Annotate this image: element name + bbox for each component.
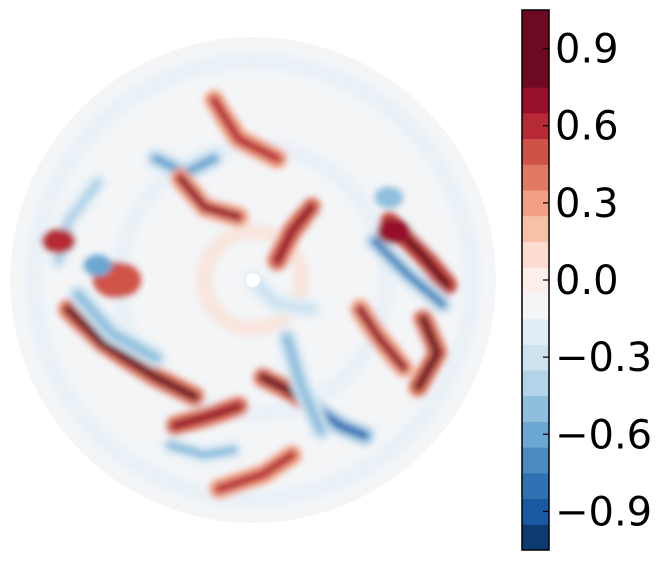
field-streak bbox=[63, 304, 200, 402]
field-ring bbox=[26, 53, 480, 507]
field-blob bbox=[82, 254, 113, 277]
colorbar-band bbox=[522, 61, 549, 88]
colorbar-band bbox=[522, 472, 549, 500]
field-blob bbox=[374, 186, 404, 209]
field-streak bbox=[413, 314, 443, 392]
colorbar-band bbox=[522, 164, 549, 191]
field-streak bbox=[248, 275, 316, 314]
field-features bbox=[26, 53, 480, 507]
colorbar-band bbox=[522, 241, 549, 268]
field-streak bbox=[175, 173, 243, 222]
colorbar-tick-label: 0.9 bbox=[555, 27, 619, 73]
colorbar-band bbox=[522, 215, 549, 242]
colorbar-band bbox=[522, 395, 549, 422]
colorbar-band bbox=[522, 10, 549, 37]
colorbar-tick-label: −0.9 bbox=[555, 489, 652, 535]
colorbar-tick-label: −0.3 bbox=[555, 335, 652, 381]
field-streak bbox=[355, 304, 409, 372]
field-streak bbox=[73, 290, 161, 363]
field-blob bbox=[376, 218, 411, 245]
field-blob bbox=[41, 228, 76, 254]
field-ring bbox=[152, 179, 354, 381]
field-streak bbox=[282, 333, 326, 436]
colorbar-band bbox=[522, 370, 549, 397]
colorbar-band bbox=[522, 138, 549, 165]
field-streak bbox=[370, 236, 448, 309]
colorbar-tick-label: 0.3 bbox=[555, 181, 619, 227]
field-streak bbox=[214, 450, 297, 494]
colorbar-tick-label: 0.6 bbox=[555, 104, 619, 150]
colorbar-band bbox=[522, 87, 549, 114]
colorbar-band bbox=[522, 524, 549, 551]
field-streak bbox=[209, 95, 282, 163]
colorbar-tick-label: −0.6 bbox=[555, 412, 652, 458]
colorbar-band bbox=[522, 292, 549, 320]
colorbar-tick-label: 0.0 bbox=[555, 258, 619, 304]
field-streak bbox=[165, 440, 239, 460]
colorbar-band bbox=[522, 318, 549, 345]
colorbar: −0.9 −0.6 −0.3 0.0 0.3 0.6 0.9 bbox=[521, 9, 652, 551]
colorbar-band bbox=[522, 447, 549, 474]
field-streak bbox=[272, 202, 316, 266]
disk-center-hole bbox=[246, 273, 260, 287]
field-streak bbox=[170, 401, 243, 431]
field-ring bbox=[196, 223, 310, 337]
